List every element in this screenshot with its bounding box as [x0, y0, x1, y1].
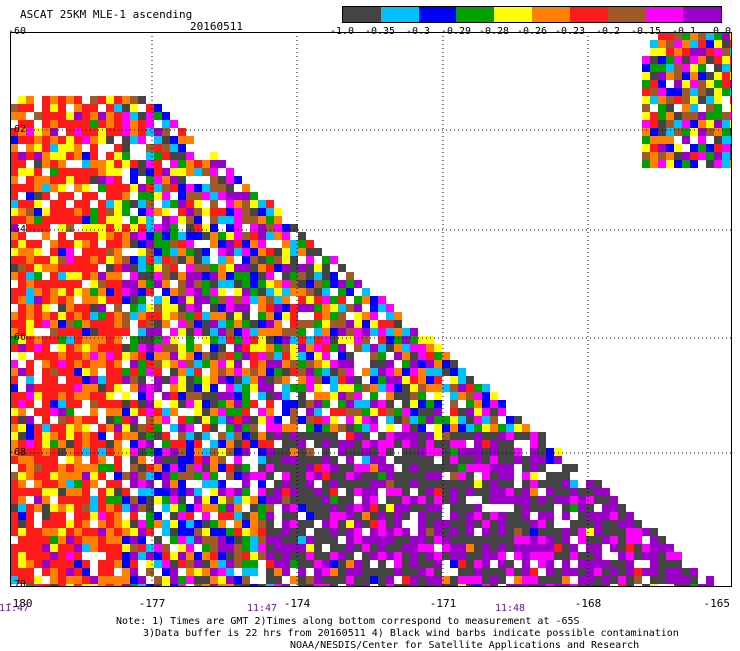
longitude-label: -177 [138, 597, 166, 610]
color-scale-label: -0.29 [440, 26, 472, 37]
longitude-label: -168 [574, 597, 602, 610]
color-scale-label: 0.0 [712, 26, 732, 37]
longitude-label: -165 [703, 597, 731, 610]
color-swatch [607, 7, 646, 22]
time-label: 11:48 [494, 603, 526, 614]
color-scale-label: -0.23 [554, 26, 586, 37]
color-scale-bar [342, 6, 722, 23]
map-date: 20160511 [190, 20, 243, 33]
latitude-label: -70 [8, 579, 27, 590]
footer-note-line1: Note: 1) Times are GMT 2)Times along bot… [116, 616, 580, 627]
color-swatch [683, 7, 721, 22]
color-swatch [418, 7, 457, 22]
color-scale-label: -0.35 [364, 26, 396, 37]
time-label: 11:47 [0, 603, 30, 614]
footer-credit: NOAA/NESDIS/Center for Satellite Applica… [290, 640, 640, 651]
color-scale-label: -0.15 [630, 26, 662, 37]
color-swatch [343, 7, 381, 22]
color-scale-label: -1.0 [329, 26, 355, 37]
time-label: 11:47 [246, 603, 278, 614]
color-scale-label: -0.26 [516, 26, 548, 37]
color-swatch [456, 7, 495, 22]
latitude-label: -62 [8, 124, 27, 135]
color-scale-label: -0.1 [671, 26, 697, 37]
swath-map [10, 32, 738, 592]
color-swatch [380, 7, 419, 22]
graticule-grid [10, 32, 732, 587]
longitude-label: -180 [6, 597, 33, 610]
latitude-label: -60 [8, 26, 27, 37]
color-swatch [494, 7, 532, 22]
color-scale-label: -0.3 [405, 26, 431, 37]
map-title: ASCAT 25KM MLE-1 ascending [20, 8, 193, 21]
latitude-label: -64 [8, 224, 27, 235]
map-frame [10, 32, 732, 587]
color-swatch [531, 7, 570, 22]
swath-map-canvas [10, 32, 738, 592]
longitude-label: -174 [283, 597, 311, 610]
swath-cells [10, 32, 738, 592]
longitude-label: -171 [429, 597, 457, 610]
color-scale-label: -0.2 [595, 26, 621, 37]
latitude-label: -68 [8, 447, 27, 458]
footer-note-line2: 3)Data buffer is 22 hrs from 20160511 4)… [143, 628, 679, 639]
color-swatch [569, 7, 608, 22]
color-swatch [645, 7, 684, 22]
color-scale-label: -0.28 [478, 26, 510, 37]
latitude-label: -66 [8, 332, 27, 343]
